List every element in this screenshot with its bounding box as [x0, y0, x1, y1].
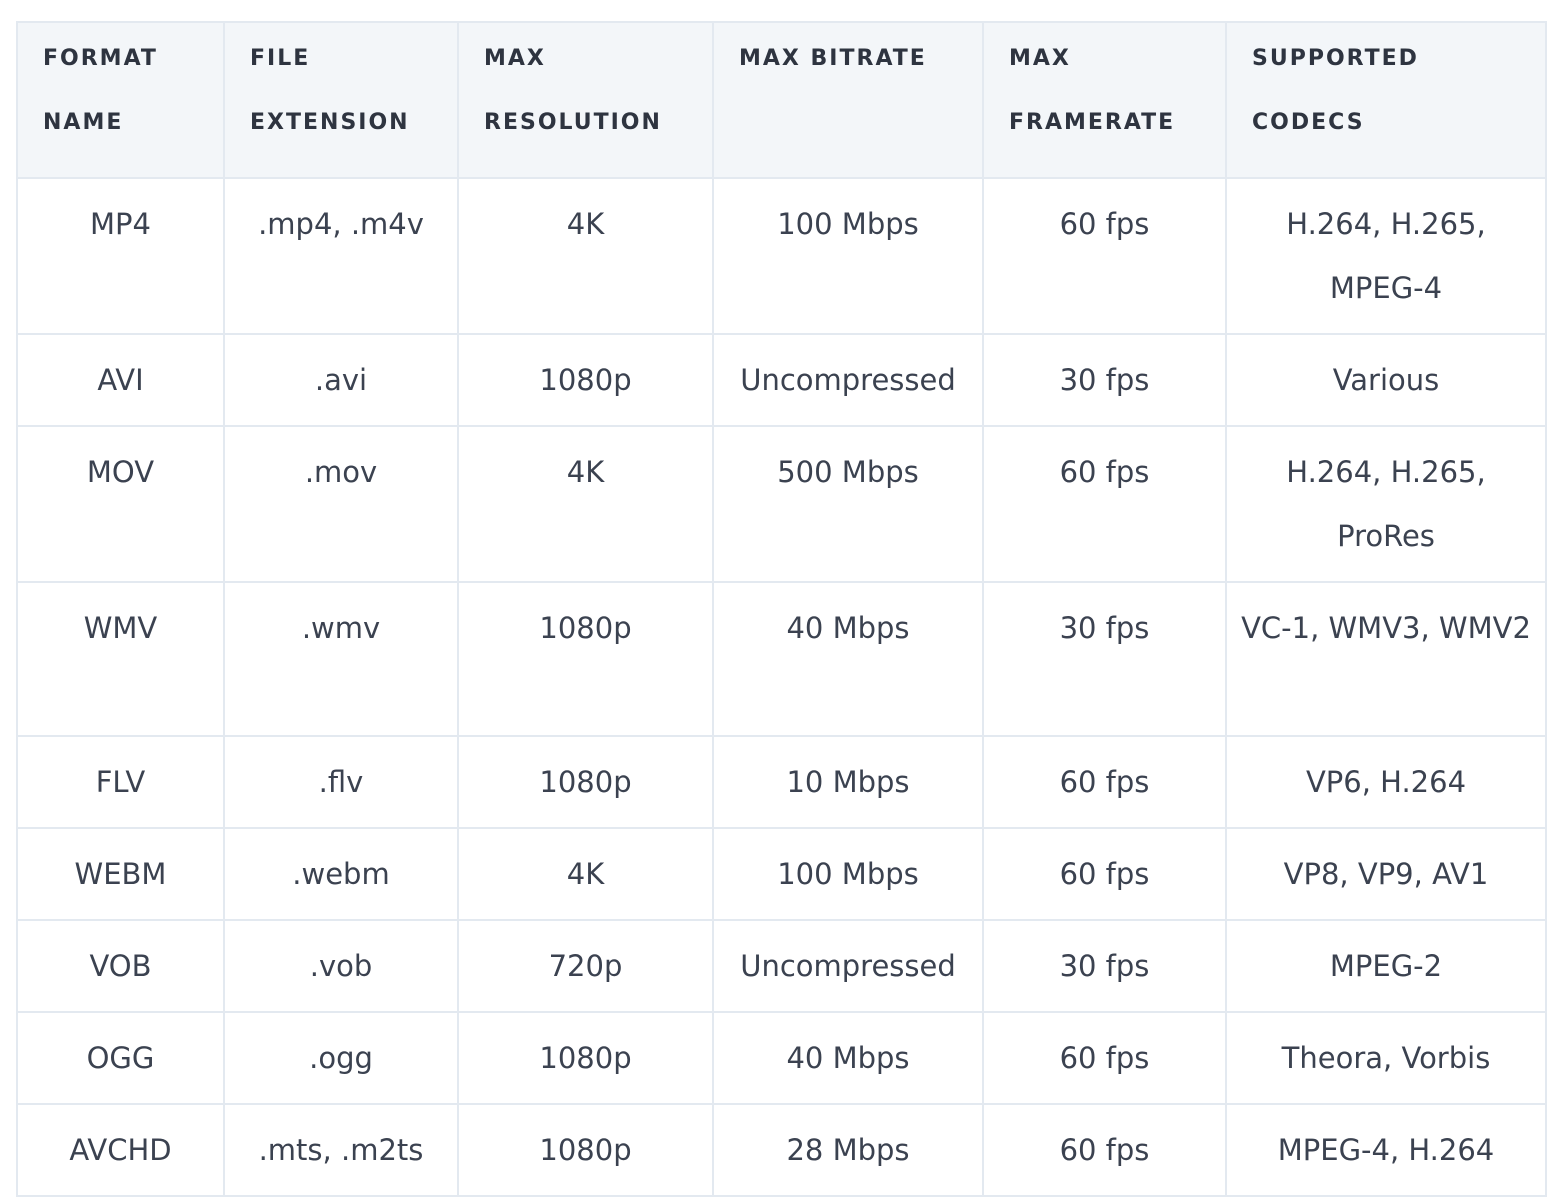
cell-max-resolution: 720p [457, 919, 714, 1013]
cell-file-extension: .vob [223, 919, 459, 1013]
cell-max-bitrate: 100 Mbps [712, 177, 984, 335]
cell-supported-codecs: H.264, H.265, ProRes [1225, 425, 1547, 583]
table-row: WEBM .webm 4K 100 Mbps 60 fps VP8, VP9, … [16, 827, 1547, 921]
cell-format-name: WMV [16, 581, 225, 737]
cell-max-framerate: 30 fps [982, 333, 1227, 427]
cell-max-bitrate: 500 Mbps [712, 425, 984, 583]
cell-max-framerate: 60 fps [982, 1103, 1227, 1197]
cell-max-resolution: 1080p [457, 1011, 714, 1105]
cell-format-name: MP4 [16, 177, 225, 335]
cell-file-extension: .ogg [223, 1011, 459, 1105]
cell-max-framerate: 30 fps [982, 581, 1227, 737]
table-row: VOB .vob 720p Uncompressed 30 fps MPEG-2 [16, 919, 1547, 1013]
header-row: FORMAT NAME FILE EXTENSION MAX RESOLUTIO… [16, 21, 1547, 179]
table-row: OGG .ogg 1080p 40 Mbps 60 fps Theora, Vo… [16, 1011, 1547, 1105]
cell-supported-codecs: MPEG-4, H.264 [1225, 1103, 1547, 1197]
video-formats-table-container: FORMAT NAME FILE EXTENSION MAX RESOLUTIO… [16, 21, 1547, 1197]
cell-max-bitrate: 10 Mbps [712, 735, 984, 829]
cell-max-resolution: 1080p [457, 581, 714, 737]
cell-file-extension: .avi [223, 333, 459, 427]
table-row: MP4 .mp4, .m4v 4K 100 Mbps 60 fps H.264,… [16, 177, 1547, 335]
cell-format-name: FLV [16, 735, 225, 829]
cell-max-framerate: 60 fps [982, 425, 1227, 583]
cell-supported-codecs: Various [1225, 333, 1547, 427]
cell-max-resolution: 4K [457, 827, 714, 921]
table-row: MOV .mov 4K 500 Mbps 60 fps H.264, H.265… [16, 425, 1547, 583]
header-max-resolution: MAX RESOLUTION [457, 21, 714, 179]
table-row: FLV .flv 1080p 10 Mbps 60 fps VP6, H.264 [16, 735, 1547, 829]
cell-max-bitrate: 28 Mbps [712, 1103, 984, 1197]
cell-format-name: AVCHD [16, 1103, 225, 1197]
cell-supported-codecs: Theora, Vorbis [1225, 1011, 1547, 1105]
header-max-framerate: MAX FRAMERATE [982, 21, 1227, 179]
cell-max-resolution: 4K [457, 425, 714, 583]
cell-file-extension: .flv [223, 735, 459, 829]
cell-supported-codecs: VP6, H.264 [1225, 735, 1547, 829]
table-header: FORMAT NAME FILE EXTENSION MAX RESOLUTIO… [16, 21, 1547, 179]
header-format-name: FORMAT NAME [16, 21, 225, 179]
table-body: MP4 .mp4, .m4v 4K 100 Mbps 60 fps H.264,… [16, 177, 1547, 1197]
table-row: WMV .wmv 1080p 40 Mbps 30 fps VC-1, WMV3… [16, 581, 1547, 737]
cell-file-extension: .webm [223, 827, 459, 921]
cell-format-name: WEBM [16, 827, 225, 921]
cell-format-name: OGG [16, 1011, 225, 1105]
cell-supported-codecs: MPEG-2 [1225, 919, 1547, 1013]
table-row: AVCHD .mts, .m2ts 1080p 28 Mbps 60 fps M… [16, 1103, 1547, 1197]
cell-max-resolution: 4K [457, 177, 714, 335]
cell-max-framerate: 60 fps [982, 735, 1227, 829]
cell-max-bitrate: 100 Mbps [712, 827, 984, 921]
cell-format-name: VOB [16, 919, 225, 1013]
cell-max-bitrate: Uncompressed [712, 333, 984, 427]
cell-supported-codecs: VP8, VP9, AV1 [1225, 827, 1547, 921]
header-max-bitrate: MAX BITRATE [712, 21, 984, 179]
cell-max-resolution: 1080p [457, 735, 714, 829]
table-row: AVI .avi 1080p Uncompressed 30 fps Vario… [16, 333, 1547, 427]
cell-max-framerate: 60 fps [982, 1011, 1227, 1105]
cell-file-extension: .mov [223, 425, 459, 583]
cell-file-extension: .wmv [223, 581, 459, 737]
cell-file-extension: .mp4, .m4v [223, 177, 459, 335]
cell-format-name: MOV [16, 425, 225, 583]
cell-supported-codecs: H.264, H.265, MPEG-4 [1225, 177, 1547, 335]
header-supported-codecs: SUPPORTED CODECS [1225, 21, 1547, 179]
cell-supported-codecs: VC-1, WMV3, WMV2 [1225, 581, 1547, 737]
cell-max-resolution: 1080p [457, 333, 714, 427]
video-formats-table: FORMAT NAME FILE EXTENSION MAX RESOLUTIO… [16, 21, 1547, 1197]
cell-max-framerate: 60 fps [982, 177, 1227, 335]
cell-max-framerate: 60 fps [982, 827, 1227, 921]
cell-max-bitrate: 40 Mbps [712, 581, 984, 737]
cell-file-extension: .mts, .m2ts [223, 1103, 459, 1197]
cell-max-resolution: 1080p [457, 1103, 714, 1197]
cell-max-framerate: 30 fps [982, 919, 1227, 1013]
cell-max-bitrate: 40 Mbps [712, 1011, 984, 1105]
cell-format-name: AVI [16, 333, 225, 427]
header-file-extension: FILE EXTENSION [223, 21, 459, 179]
cell-max-bitrate: Uncompressed [712, 919, 984, 1013]
